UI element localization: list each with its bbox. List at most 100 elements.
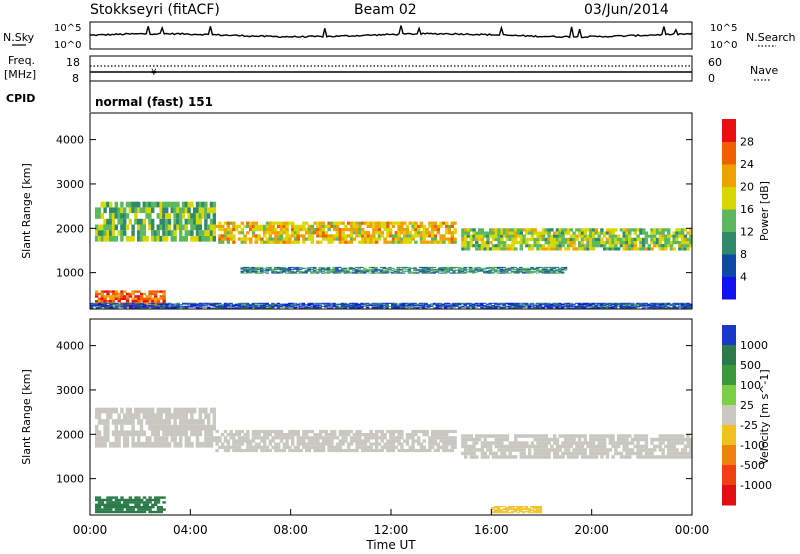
heatmap-cell	[293, 234, 298, 238]
heatmap-cell	[402, 266, 406, 268]
heatmap-cell	[103, 424, 107, 431]
heatmap-cell	[566, 307, 570, 309]
heatmap-cell	[321, 436, 326, 440]
heatmap-cell	[669, 441, 674, 445]
heatmap-cell	[436, 448, 440, 453]
heatmap-cell	[288, 221, 292, 225]
heatmap-cell	[165, 218, 169, 225]
heatmap-cell	[120, 508, 124, 511]
heatmap-cell	[148, 419, 152, 425]
heatmap-cell	[445, 445, 449, 449]
heatmap-cell	[195, 305, 200, 307]
heatmap-cell	[622, 444, 626, 449]
heatmap-cell	[569, 237, 574, 241]
heatmap-cell	[516, 228, 521, 232]
heatmap-cell	[480, 244, 485, 248]
heatmap-cell	[360, 270, 364, 272]
heatmap-cell	[103, 441, 107, 448]
heatmap-cell	[399, 306, 403, 308]
heatmap-cell	[653, 307, 657, 309]
heatmap-cell	[544, 228, 548, 232]
heatmap-cell	[156, 297, 161, 300]
heatmap-cell	[204, 224, 208, 231]
heatmap-cell	[428, 221, 432, 225]
heatmap-cell	[530, 507, 534, 509]
heatmap-cell	[209, 235, 214, 242]
heatmap-cell	[514, 231, 518, 235]
heatmap-cell	[689, 304, 693, 306]
heatmap-cell	[588, 307, 593, 309]
heatmap-cell	[354, 304, 359, 306]
heatmap-cell	[519, 228, 523, 232]
heatmap-cell	[260, 445, 264, 449]
heatmap-cell	[527, 509, 531, 511]
heatmap-cell	[461, 237, 465, 241]
heatmap-cell	[600, 304, 604, 306]
cpid-value: normal (fast) 151	[95, 95, 213, 109]
heatmap-cell	[349, 305, 353, 307]
heatmap-cell	[418, 269, 423, 271]
heatmap-cell	[494, 268, 498, 270]
heatmap-cell	[491, 451, 496, 456]
heatmap-cell	[414, 224, 418, 228]
heatmap-cell	[608, 247, 612, 251]
heatmap-cell	[154, 498, 158, 502]
heatmap-cell	[431, 231, 435, 235]
heatmap-cell	[547, 451, 551, 456]
heatmap-cell	[555, 455, 560, 459]
heatmap-cell	[402, 270, 406, 272]
heatmap-cell	[221, 442, 225, 446]
heatmap-cell	[407, 266, 412, 268]
heatmap-cell	[254, 271, 258, 273]
heatmap-cell	[246, 268, 250, 270]
heatmap-cell	[173, 430, 177, 437]
heatmap-cell	[535, 507, 540, 509]
heatmap-cell	[669, 455, 674, 459]
heatmap-cell	[361, 439, 365, 443]
heatmap-cell	[555, 444, 560, 449]
nave-right-tick-top: 60	[708, 56, 722, 69]
heatmap-cell	[432, 269, 437, 271]
heatmap-cell	[285, 433, 289, 437]
heatmap-cell	[366, 224, 370, 228]
heatmap-cell	[499, 510, 504, 512]
heatmap-cell	[307, 307, 311, 309]
heatmap-cell	[433, 221, 438, 225]
heatmap-cell	[324, 267, 328, 269]
heatmap-cell	[349, 271, 353, 273]
heatmap-cell	[499, 306, 504, 308]
heatmap-cell	[655, 237, 660, 241]
heatmap-cell	[427, 270, 431, 272]
heatmap-cell	[315, 268, 320, 270]
heatmap-cell	[321, 221, 326, 225]
heatmap-cell	[450, 224, 454, 228]
heatmap-cell	[502, 434, 507, 438]
heatmap-cell	[265, 221, 270, 225]
heatmap-cell	[622, 244, 626, 248]
heatmap-cell	[516, 509, 520, 511]
heatmap-cell	[279, 305, 283, 307]
heatmap-cell	[619, 437, 624, 442]
y-tick-label: 1000	[56, 267, 84, 280]
heatmap-cell	[438, 267, 442, 269]
heatmap-cell	[195, 207, 200, 214]
heatmap-cell	[427, 304, 431, 306]
heatmap-cell	[305, 442, 309, 446]
heatmap-cell	[232, 442, 236, 446]
heatmap-cell	[574, 302, 579, 304]
heatmap-cell	[385, 303, 389, 305]
heatmap-cell	[354, 305, 359, 307]
heatmap-cell	[193, 305, 197, 307]
heatmap-cell	[151, 430, 155, 437]
heatmap-cell	[285, 445, 289, 449]
heatmap-cell	[483, 244, 487, 248]
heatmap-cell	[129, 303, 133, 305]
freq-unit: [MHz]	[4, 68, 36, 81]
heatmap-cell	[95, 307, 99, 309]
heatmap-cell	[100, 503, 104, 506]
heatmap-cell	[494, 509, 498, 511]
heatmap-cell	[265, 228, 270, 232]
heatmap-cell	[524, 509, 529, 511]
heatmap-cell	[410, 305, 414, 307]
heatmap-cell	[374, 268, 378, 270]
